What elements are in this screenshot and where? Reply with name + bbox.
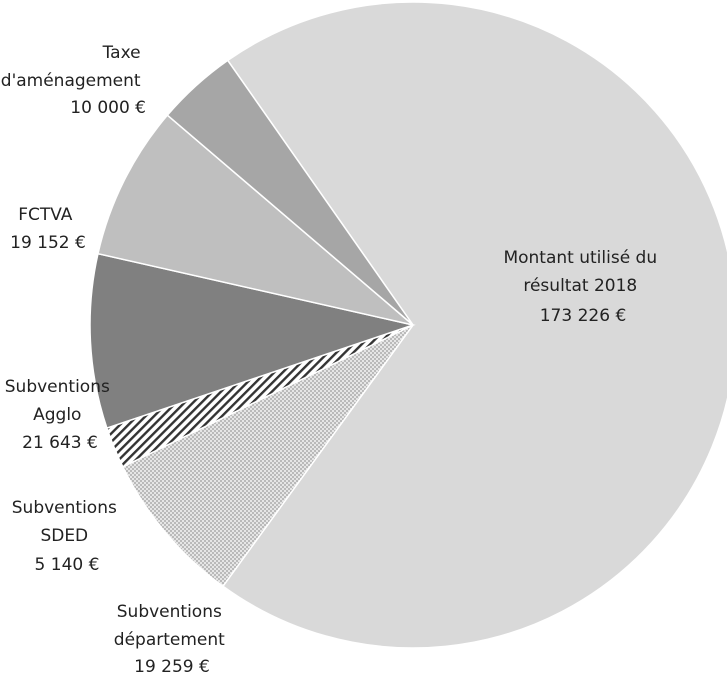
pie-slices (90, 2, 727, 648)
label-fctva: FCTVA 19 152 € (10, 205, 86, 253)
label-subventions-agglo: Subventions Agglo 21 643 € (5, 377, 115, 453)
label-taxe-amenagement: Taxe d'aménagement 10 000 € (1, 43, 146, 118)
label-subventions-departement: Subventions département 19 259 € (114, 602, 230, 677)
label-subventions-sded: Subventions SDED 5 140 € (12, 498, 122, 575)
